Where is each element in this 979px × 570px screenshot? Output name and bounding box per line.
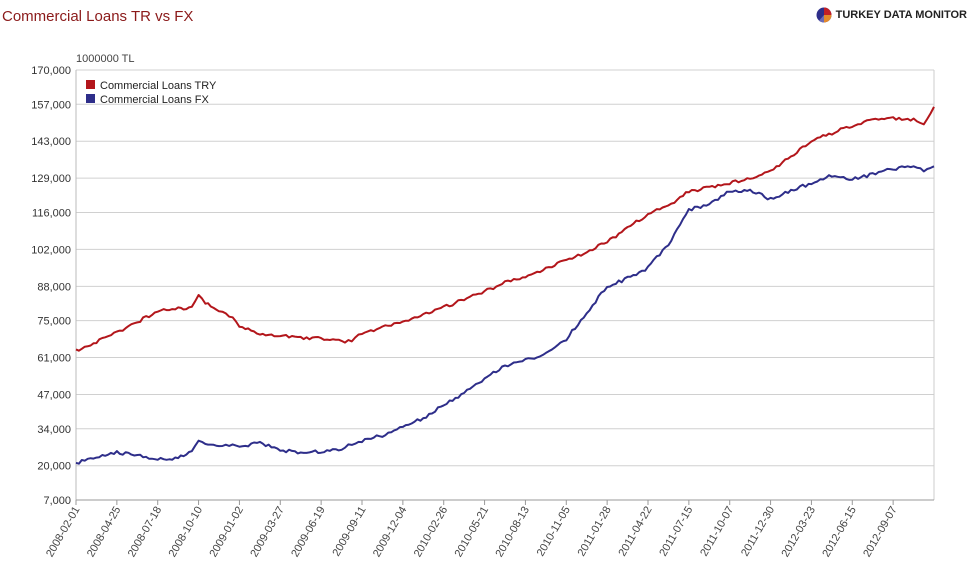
series-line-try	[75, 106, 935, 352]
y-tick-label: 47,000	[37, 389, 71, 401]
x-tick-label: 2012-09-07	[861, 505, 900, 560]
x-tick-label: 2008-04-25	[85, 505, 124, 560]
y-axis-unit-label: 1000000 TL	[76, 53, 135, 65]
y-tick-label: 116,000	[32, 207, 71, 219]
y-tick-label: 34,000	[37, 424, 71, 436]
axes: 7,000 20,000 34,000 47,000 61,000 75,000 88,00…	[31, 65, 935, 560]
grid	[76, 69, 934, 501]
y-tick-label: 88,000	[37, 281, 71, 293]
brand-name: TURKEY DATA MONITOR	[835, 9, 967, 21]
x-tick-label: 2010-11-05	[535, 505, 573, 559]
legend-label[interactable]: Commercial Loans FX	[100, 94, 209, 106]
y-tick-label: 157,000	[31, 99, 71, 111]
y-tick-label: 7,000	[43, 495, 71, 507]
y-tick-label: 129,000	[31, 173, 71, 185]
x-tick-label: 2009-03-27	[248, 505, 287, 560]
legend-swatch	[86, 94, 95, 103]
series	[75, 106, 935, 465]
y-tick-label: 20,000	[37, 461, 71, 473]
x-tick-label: 2008-07-18	[126, 505, 165, 560]
x-tick-label: 2009-06-19	[289, 505, 328, 560]
legend-swatch	[86, 80, 95, 89]
brand-logo[interactable]: TURKEY DATA MONITOR	[816, 7, 967, 23]
chart-title: Commercial Loans TR vs FX	[2, 8, 194, 25]
pie-chart-logo-icon	[816, 7, 832, 23]
x-tick-label: 2010-05-21	[453, 504, 492, 559]
x-tick-label: 2011-10-07	[698, 505, 736, 559]
y-tick-label: 143,000	[31, 136, 71, 148]
legend-label[interactable]: Commercial Loans TRY	[100, 80, 217, 92]
x-tick-label: 2009-01-02	[207, 505, 246, 560]
legend[interactable]: Commercial Loans TRY Commercial Loans FX	[86, 80, 217, 106]
x-tick-label: 2009-09-11	[330, 505, 368, 559]
x-tick-label: 2012-06-15	[820, 505, 859, 560]
y-tick-label: 75,000	[37, 316, 71, 328]
x-tick-label: 2008-10-10	[167, 505, 206, 560]
x-tick-label: 2011-01-28	[576, 505, 614, 559]
x-tick-label: 2008-02-01	[44, 505, 83, 560]
x-tick-label: 2010-02-26	[412, 505, 451, 560]
x-tick-label: 2010-08-13	[493, 505, 532, 560]
y-tick-label: 61,000	[37, 353, 71, 365]
x-tick-label: 2011-04-22	[616, 505, 654, 559]
y-tick-label: 170,000	[31, 65, 71, 77]
x-tick-label: 2012-03-23	[779, 505, 818, 560]
y-tick-label: 102,000	[31, 244, 71, 256]
series-line-fx	[75, 165, 935, 465]
x-tick-label: 2009-12-04	[371, 505, 410, 560]
x-tick-label: 2011-07-15	[657, 505, 695, 559]
x-tick-label: 2011-12-30	[739, 505, 777, 559]
